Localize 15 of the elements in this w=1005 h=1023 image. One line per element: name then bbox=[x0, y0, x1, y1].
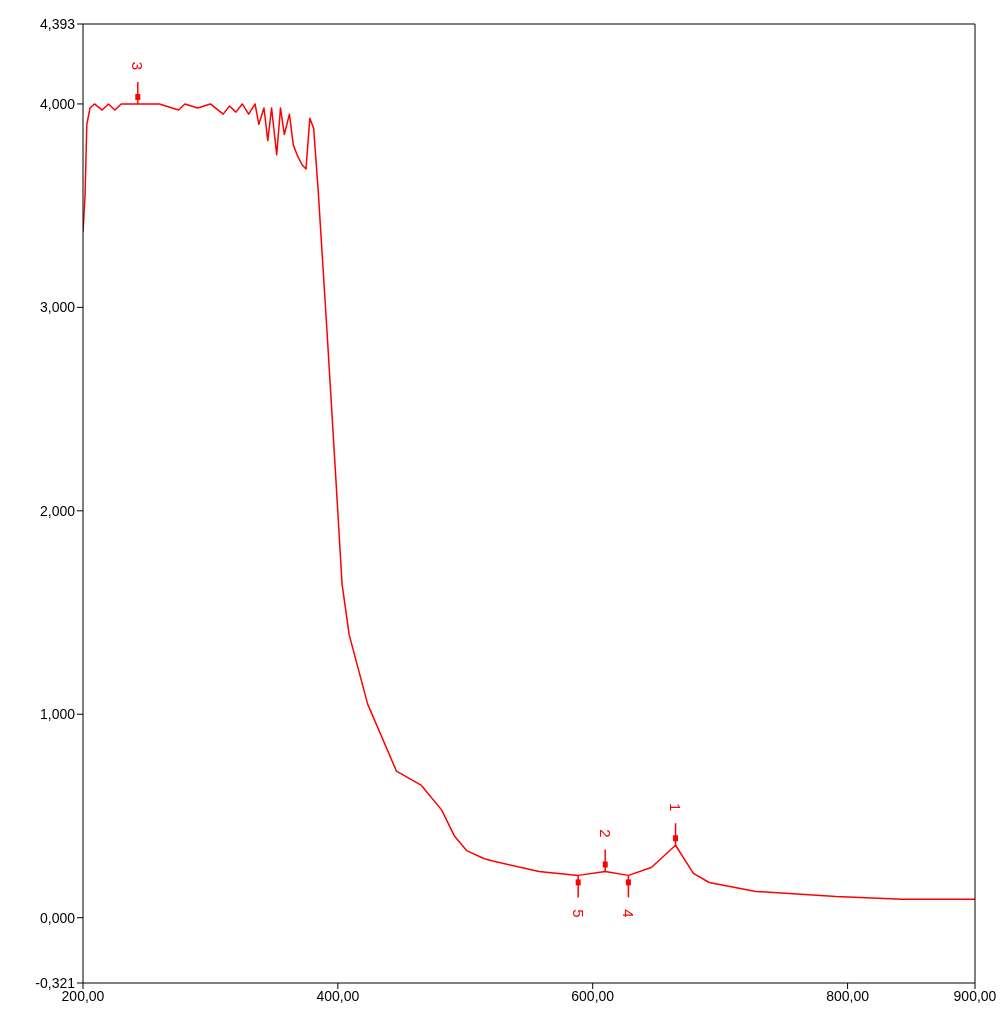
y-tick-label: 3,000 bbox=[39, 299, 76, 316]
annotation: 2 bbox=[596, 829, 614, 838]
x-tick-label: 600,00 bbox=[571, 987, 615, 1004]
annotation: 4 bbox=[619, 909, 637, 918]
annotation: 1 bbox=[667, 803, 685, 812]
y-tick-label: 2,000 bbox=[39, 502, 76, 519]
x-tick-label: 400,00 bbox=[316, 987, 360, 1004]
y-tick-label: 1,000 bbox=[39, 706, 76, 723]
y-tick-label: 0,000 bbox=[39, 909, 76, 926]
annotation: 3 bbox=[129, 61, 147, 71]
annotation: 5 bbox=[569, 909, 587, 918]
y-tick-label: 4,393 bbox=[39, 15, 76, 32]
x-tick-label: 800,00 bbox=[826, 987, 870, 1004]
y-tick-label: 4,000 bbox=[39, 95, 76, 112]
x-tick-label: 900,00 bbox=[953, 987, 997, 1004]
